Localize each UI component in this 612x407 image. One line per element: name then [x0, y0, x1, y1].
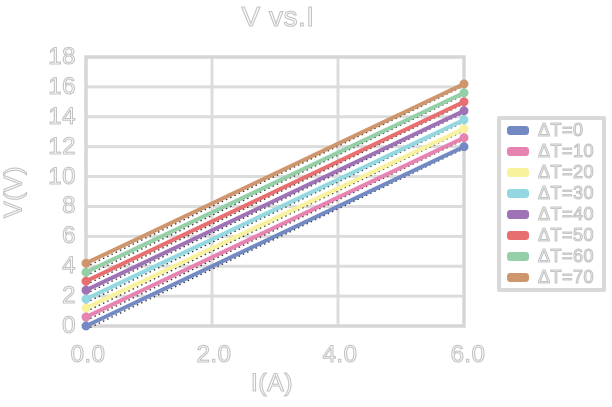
- plot-frame: [84, 55, 466, 328]
- series-marker: [81, 267, 91, 277]
- series-marker: [81, 285, 91, 295]
- legend-swatch: [507, 126, 529, 135]
- legend-label: ΔT=30: [537, 182, 595, 203]
- legend: ΔT=0 ΔT=10 ΔT=20 ΔT=30 ΔT=40 ΔT=50 ΔT=60 ΔT=70: [497, 116, 606, 292]
- series-marker: [81, 312, 91, 322]
- legend-swatch: [507, 147, 529, 156]
- legend-label: ΔT=50: [537, 224, 595, 245]
- legend-swatch: [507, 273, 529, 282]
- series-fit-line-5: [85, 103, 465, 286]
- legend-entry: ΔT=0: [501, 119, 602, 141]
- y-tick-label: 10: [48, 162, 76, 190]
- x-axis-label: I(A): [250, 368, 294, 397]
- x-tick-label: 0.0: [70, 340, 106, 368]
- y-tick-label: 16: [48, 72, 76, 100]
- y-tick-label: 6: [62, 222, 76, 250]
- series-marker: [459, 106, 469, 116]
- legend-swatch: [507, 210, 529, 219]
- series-marker: [81, 258, 91, 268]
- series-marker: [459, 124, 469, 134]
- series-marker: [81, 303, 91, 313]
- series-marker: [459, 115, 469, 125]
- legend-swatch: [507, 231, 529, 240]
- series-fit-line-2: [85, 130, 465, 313]
- series-line-3: [84, 117, 466, 302]
- y-tick-label: 18: [48, 42, 76, 70]
- legend-swatch: [507, 252, 529, 261]
- series-fit-line-7: [85, 85, 465, 268]
- series-marker: [459, 88, 469, 98]
- y-tick-label: 8: [62, 192, 76, 220]
- series-marker: [459, 97, 469, 107]
- legend-swatch: [507, 189, 529, 198]
- series-marker: [81, 276, 91, 286]
- legend-swatch: [507, 168, 529, 177]
- series-line-1: [84, 135, 466, 320]
- series-line-0: [84, 144, 466, 328]
- legend-entry: ΔT=10: [501, 140, 602, 162]
- series-line-6: [84, 90, 466, 275]
- series-fit-line-3: [85, 121, 465, 304]
- series-fit-line-1: [85, 139, 465, 322]
- x-tick-label: 6.0: [450, 340, 486, 368]
- series-fit-line-4: [85, 112, 465, 295]
- legend-entry: ΔT=50: [501, 224, 602, 246]
- series-line-2: [84, 126, 466, 311]
- series-marker: [81, 294, 91, 304]
- legend-label: ΔT=70: [537, 266, 595, 287]
- legend-label: ΔT=40: [537, 203, 595, 224]
- legend-entry: ΔT=60: [501, 245, 602, 267]
- series-marker: [459, 79, 469, 89]
- legend-entry: ΔT=30: [501, 182, 602, 204]
- series-marker: [81, 321, 91, 331]
- chart-title: V vs.I: [241, 0, 315, 32]
- y-tick-label: 2: [62, 282, 76, 310]
- series-fit-line-0: [85, 148, 465, 331]
- legend-label: ΔT=10: [537, 140, 595, 161]
- series-marker: [459, 133, 469, 143]
- legend-entry: ΔT=70: [501, 266, 602, 288]
- x-tick-label: 2.0: [196, 340, 232, 368]
- legend-entry: ΔT=20: [501, 161, 602, 183]
- y-tick-label: 12: [48, 132, 76, 160]
- legend-label: ΔT=60: [537, 245, 595, 266]
- y-tick-label: 14: [48, 102, 76, 130]
- series-line-7: [84, 81, 466, 266]
- series-line-4: [84, 108, 466, 293]
- legend-label: ΔT=0: [537, 119, 584, 140]
- series-fit-line-6: [85, 94, 465, 277]
- x-tick-label: 4.0: [322, 340, 358, 368]
- legend-label: ΔT=20: [537, 161, 595, 182]
- y-tick-label: 4: [62, 252, 76, 280]
- y-tick-label: 0: [62, 311, 76, 339]
- series-marker: [459, 142, 469, 152]
- legend-entry: ΔT=40: [501, 203, 602, 225]
- series-line-5: [84, 99, 466, 284]
